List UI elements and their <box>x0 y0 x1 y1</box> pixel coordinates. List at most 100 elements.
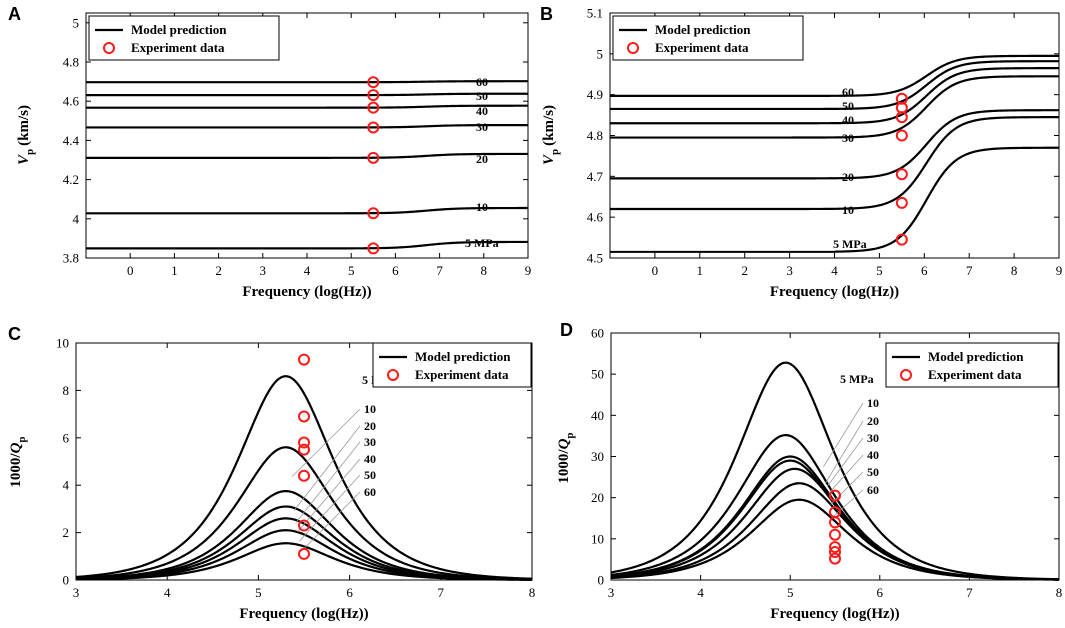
leader-line <box>297 458 361 533</box>
x-tick-label: 7 <box>438 585 445 600</box>
panel-d: D 3 4 5 6 7 8 0 10 20 30 40 50 60 Frequency (log(Hz)) 1… <box>556 320 1062 622</box>
x-tick-label: 6 <box>877 585 884 600</box>
model-curve-50 <box>610 60 1059 111</box>
y-tick-label: 4.8 <box>63 55 79 70</box>
leader-line <box>293 425 361 511</box>
y-tick-label: 4.2 <box>63 172 79 187</box>
pressure-label: 60 <box>842 85 854 99</box>
x-tick-label: 7 <box>966 263 973 278</box>
pressure-label: 50 <box>364 468 376 482</box>
experiment-point <box>298 519 310 532</box>
experiment-point <box>367 101 380 114</box>
legend: Model prediction Experiment data <box>885 342 1059 388</box>
pressure-label: 50 <box>867 465 879 479</box>
experiment-point <box>895 196 908 209</box>
legend: Model prediction Experiment data <box>88 15 280 61</box>
x-tick-label: 2 <box>215 263 222 278</box>
experiment-point <box>367 121 380 134</box>
leader-line <box>826 437 864 488</box>
y-label-unit: (km/s) <box>16 105 32 146</box>
experiment-point <box>298 469 310 482</box>
y-label-sub: p <box>16 436 28 442</box>
pressure-label: 10 <box>842 203 854 217</box>
model-curve-30 <box>86 124 528 129</box>
model-curve-40 <box>610 67 1059 125</box>
x-tick-label: 4 <box>697 585 704 600</box>
experiment-point <box>829 528 841 541</box>
x-tick-label: 6 <box>346 585 353 600</box>
experiment-point <box>895 233 908 246</box>
experiment-point <box>829 546 841 559</box>
y-tick-label: 4.7 <box>587 169 604 184</box>
leader-line <box>823 402 864 468</box>
model-curve-5-mpa <box>86 240 528 250</box>
panel-c: C 3 4 5 6 7 8 0 2 4 6 8 10 Frequency (log(Hz)) 1000/Qp… <box>8 324 535 622</box>
experiment-point <box>829 489 841 502</box>
y-label-main: V <box>541 153 557 165</box>
pressure-label: 5 MPa <box>833 237 867 251</box>
panel-letter: B <box>540 4 553 24</box>
model-curve-5-mpa <box>75 375 533 580</box>
y-tick-label: 3.8 <box>63 251 79 266</box>
x-tick-label: 0 <box>127 263 134 278</box>
y-tick-label: 4.5 <box>587 251 603 266</box>
panel-letter: A <box>8 4 21 24</box>
x-tick-label: 8 <box>481 263 488 278</box>
leader-line <box>300 491 361 552</box>
y-label-main: 1000/ <box>556 449 572 484</box>
legend-marker-swatch <box>103 42 115 54</box>
x-tick-label: 5 <box>876 263 883 278</box>
x-tick-label: 5 <box>787 585 794 600</box>
x-tick-label: 3 <box>608 585 615 600</box>
y-tick-label: 60 <box>591 326 604 341</box>
y-tick-label: 0 <box>598 573 605 588</box>
y-tick-label: 30 <box>591 449 604 464</box>
pressure-label: 40 <box>867 448 879 462</box>
x-tick-label: 1 <box>697 263 704 278</box>
model-curve-60 <box>86 80 528 84</box>
model-curve-20 <box>610 109 1059 180</box>
experiment-point <box>298 443 310 456</box>
leader-line <box>824 420 864 484</box>
y-tick-label: 0 <box>63 573 70 588</box>
x-tick-label: 2 <box>741 263 748 278</box>
panel-letter: C <box>8 324 21 344</box>
x-tick-label: 6 <box>921 263 928 278</box>
x-tick-label: 8 <box>1011 263 1018 278</box>
x-axis-label: Frequency (log(Hz)) <box>242 284 371 300</box>
y-tick-label: 4 <box>63 478 70 493</box>
model-curve-5-mpa <box>834 146 1060 253</box>
y-tick-label: 10 <box>591 531 604 546</box>
legend-label-experiment: Experiment data <box>415 367 509 382</box>
legend-box <box>372 342 532 388</box>
y-tick-label: 4.4 <box>63 133 80 148</box>
y-tick-label: 5 <box>73 15 80 30</box>
y-label-main: 1000/ <box>8 453 24 488</box>
pressure-label: 30 <box>867 431 879 445</box>
y-tick-label: 5 <box>597 46 604 61</box>
x-tick-label: 8 <box>1056 585 1063 600</box>
x-tick-label: 3 <box>786 263 793 278</box>
x-axis-label: Frequency (log(Hz)) <box>239 606 368 622</box>
y-tick-label: 8 <box>63 383 70 398</box>
leader-line <box>832 489 864 518</box>
x-tick-label: 5 <box>255 585 262 600</box>
model-curve-10 <box>75 446 533 581</box>
model-curve-30 <box>75 505 533 581</box>
legend-label-experiment: Experiment data <box>655 40 749 55</box>
leader-line <box>295 441 361 523</box>
legend-marker-swatch <box>387 369 399 381</box>
model-curve-10 <box>86 206 528 215</box>
legend-label-model: Model prediction <box>131 22 227 37</box>
pressure-label: 30 <box>842 131 854 145</box>
leader-line <box>291 408 361 477</box>
x-tick-label: 9 <box>1056 263 1063 278</box>
y-tick-label: 4.6 <box>587 210 604 225</box>
x-axis-label: Frequency (log(Hz)) <box>770 606 899 622</box>
model-curve-60 <box>610 54 1059 97</box>
pressure-label: 10 <box>364 402 376 416</box>
experiment-point <box>298 410 310 423</box>
y-label-sub: p <box>564 432 576 438</box>
model-curve-20 <box>86 152 528 159</box>
